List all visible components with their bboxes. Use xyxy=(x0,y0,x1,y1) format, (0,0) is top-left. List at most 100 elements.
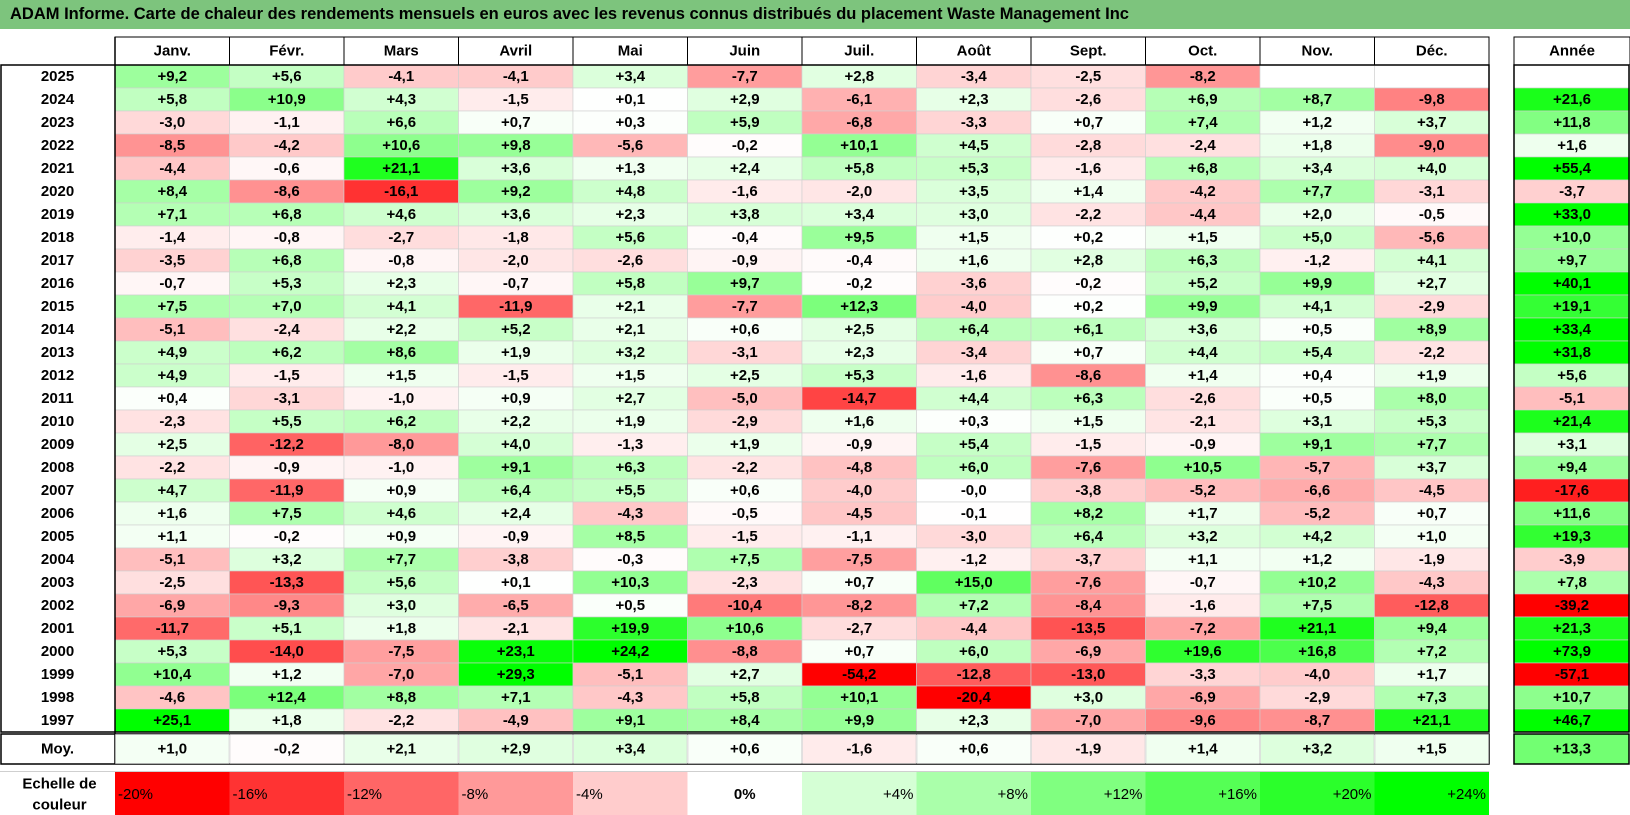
annual-value: +19,1 xyxy=(1553,298,1591,315)
cell-value: -8,2 xyxy=(1190,68,1216,85)
month-header: Oct. xyxy=(1188,43,1217,60)
cell-value: +1,7 xyxy=(1417,666,1447,683)
average-cell xyxy=(115,734,230,764)
cell-value: +5,4 xyxy=(959,436,989,453)
cell-value: +2,7 xyxy=(1417,275,1447,292)
cell-value: -1,5 xyxy=(1075,436,1101,453)
cell-value: +1,6 xyxy=(844,413,874,430)
year-label: 1998 xyxy=(41,689,74,706)
average-cell xyxy=(1031,734,1146,764)
cell-value: +9,8 xyxy=(501,137,531,154)
year-label: 2025 xyxy=(41,68,74,85)
cell-value: +2,1 xyxy=(615,321,645,338)
cell-value: -2,7 xyxy=(388,229,414,246)
chart-title: ADAM Informe. Carte de chaleur des rende… xyxy=(0,0,1630,29)
scale-tick-label: +16% xyxy=(1218,786,1257,803)
month-header: Août xyxy=(957,43,991,60)
month-header-cell xyxy=(916,36,1032,66)
average-cell xyxy=(687,734,802,764)
cell-value: -8,0 xyxy=(388,436,414,453)
average-value: +3,2 xyxy=(1302,741,1332,758)
annual-border xyxy=(1513,64,1630,733)
cell-value: -7,6 xyxy=(1075,459,1101,476)
cell-value: +10,1 xyxy=(840,689,878,706)
cell-value: -20,4 xyxy=(957,689,992,706)
cell-value: +0,6 xyxy=(730,321,760,338)
scale-swatch xyxy=(458,772,573,815)
cell-value: +5,3 xyxy=(272,275,302,292)
month-header: Avril xyxy=(499,43,532,60)
cell-value: +1,6 xyxy=(157,505,187,522)
cell-value: -4,1 xyxy=(503,68,529,85)
cell-value: +2,0 xyxy=(1302,206,1332,223)
cell-value: +0,2 xyxy=(1073,298,1103,315)
scale-tick-label: +12% xyxy=(1104,786,1143,803)
cell-value: +9,2 xyxy=(157,68,187,85)
cell-value: +16,8 xyxy=(1298,643,1336,660)
cell-value: +10,4 xyxy=(153,666,192,683)
cell-value: -2,6 xyxy=(1190,390,1216,407)
year-label: 2024 xyxy=(41,91,75,108)
cell-value: -9,6 xyxy=(1190,712,1216,729)
year-label: 2022 xyxy=(41,137,74,154)
year-label: 2001 xyxy=(41,620,74,637)
cell-value: -0,2 xyxy=(274,528,300,545)
cell-value: +5,1 xyxy=(272,620,302,637)
cell-value: +3,6 xyxy=(1188,321,1218,338)
average-cell xyxy=(458,734,573,764)
cell-value: -3,5 xyxy=(159,252,185,269)
cell-value: -4,5 xyxy=(846,505,872,522)
cell-value: +5,9 xyxy=(730,114,760,131)
cell-value: -7,0 xyxy=(1075,712,1101,729)
cell-value: -2,7 xyxy=(846,620,872,637)
year-label: 2010 xyxy=(41,413,74,430)
cell-value: -2,2 xyxy=(732,459,758,476)
cell-value: -1,6 xyxy=(1075,160,1101,177)
scale-tick-label: +4% xyxy=(883,786,913,803)
cell-value: -1,8 xyxy=(503,229,529,246)
cell-value: -13,3 xyxy=(270,574,304,591)
average-cell xyxy=(573,734,688,764)
year-label: 2023 xyxy=(41,114,74,131)
cell-value: -2,2 xyxy=(159,459,185,476)
cell-value: +3,6 xyxy=(501,206,531,223)
cell-value: +0,7 xyxy=(1073,114,1103,131)
cell-value: +3,4 xyxy=(844,206,874,223)
cell-value: +6,3 xyxy=(1188,252,1218,269)
cell-value: +4,1 xyxy=(1302,298,1332,315)
scale-tick-label: -16% xyxy=(233,786,268,803)
year-label: 2002 xyxy=(41,597,74,614)
cell-value: -0,7 xyxy=(159,275,185,292)
cell-value: -4,3 xyxy=(617,689,643,706)
cell-value: +0,5 xyxy=(1302,321,1332,338)
cell-value: +1,9 xyxy=(615,413,645,430)
cell-value: +2,9 xyxy=(730,91,760,108)
cell-value: +6,0 xyxy=(959,459,989,476)
cell-value: +6,0 xyxy=(959,643,989,660)
cell-value: -10,4 xyxy=(728,597,763,614)
average-cell xyxy=(229,734,344,764)
cell-value: +7,2 xyxy=(1417,643,1447,660)
scale-tick-label: 0% xyxy=(734,786,756,803)
annual-value: -3,7 xyxy=(1559,183,1585,200)
cell-value: -0,8 xyxy=(274,229,300,246)
cell-value: -2,4 xyxy=(1190,137,1217,154)
cell-value: -1,5 xyxy=(503,91,529,108)
cell-value: -1,5 xyxy=(503,367,529,384)
cell-value: -5,2 xyxy=(1304,505,1330,522)
cell-value: -6,1 xyxy=(846,91,872,108)
cell-value: +2,2 xyxy=(501,413,531,430)
cell-value: -3,0 xyxy=(961,528,987,545)
cell-value: -2,2 xyxy=(1075,206,1101,223)
year-label: 2005 xyxy=(41,528,74,545)
annual-cell xyxy=(1513,64,1630,89)
cell-value: -1,1 xyxy=(846,528,872,545)
cell-value: -5,6 xyxy=(617,137,643,154)
year-label: 2011 xyxy=(41,390,74,407)
scale-label: couleur xyxy=(32,797,86,814)
cell-value: +0,3 xyxy=(959,413,989,430)
cell-value: -8,2 xyxy=(846,597,872,614)
cell-value: -8,8 xyxy=(732,643,758,660)
cell-value: +12,3 xyxy=(840,298,878,315)
